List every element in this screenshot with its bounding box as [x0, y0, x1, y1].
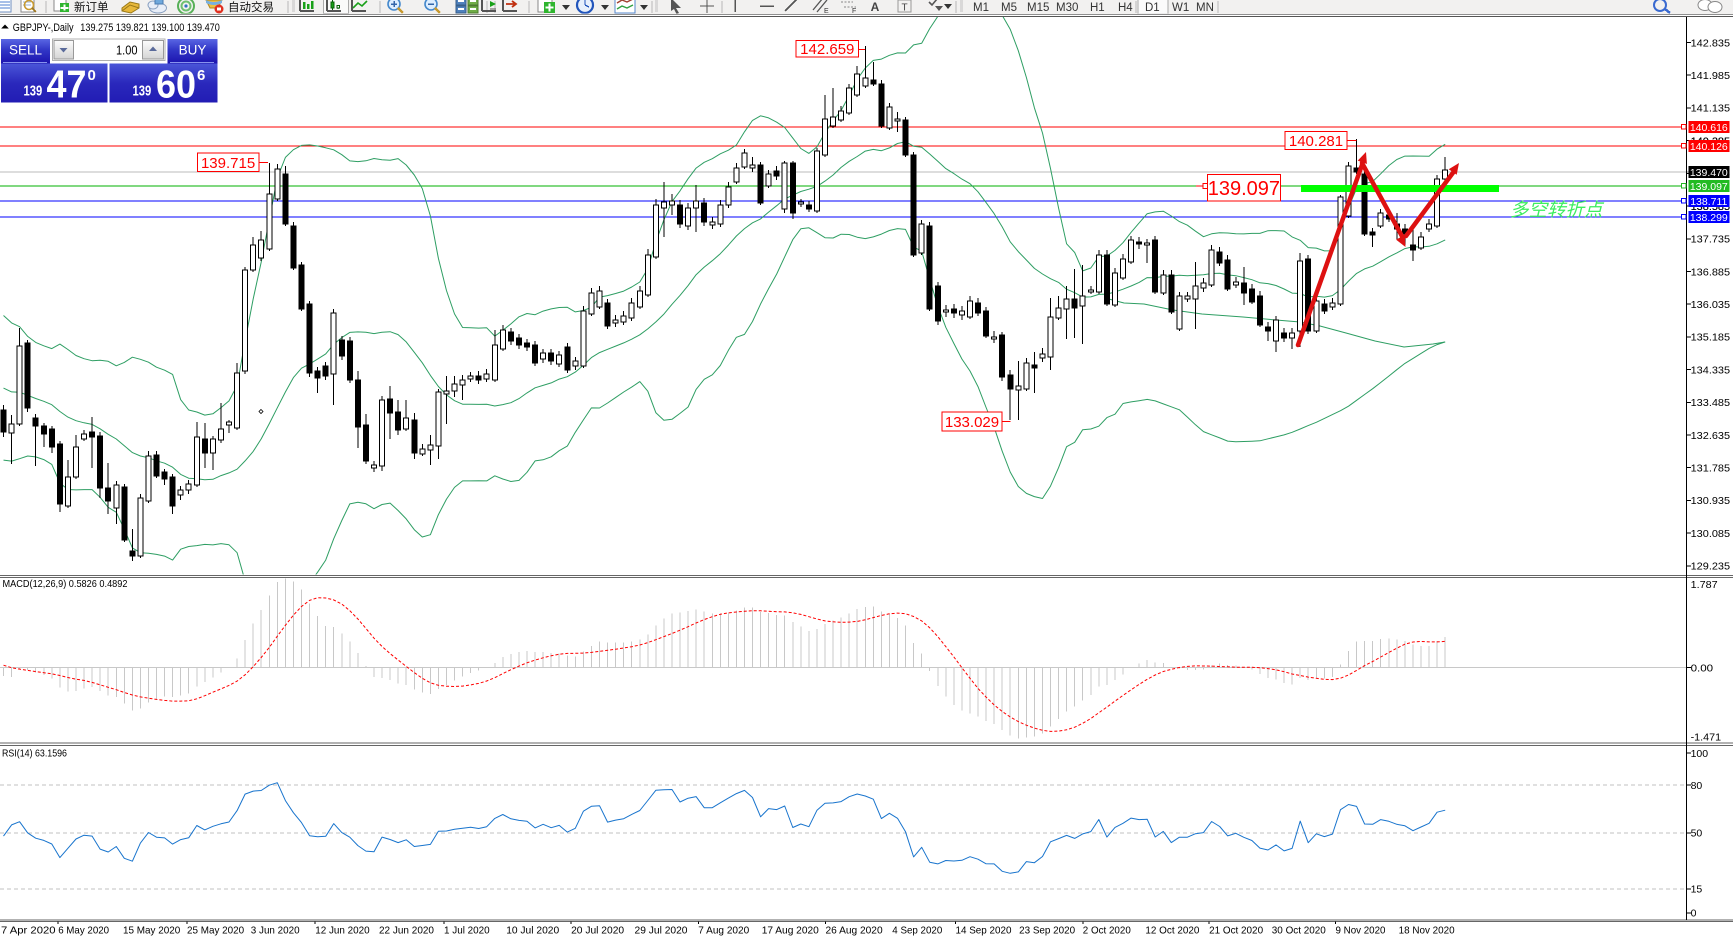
svg-text:W1: W1 [1172, 2, 1189, 14]
svg-text:3 Jun 2020: 3 Jun 2020 [251, 925, 300, 937]
svg-text:21 Oct 2020: 21 Oct 2020 [1209, 925, 1263, 937]
svg-text:20 Jul 2020: 20 Jul 2020 [571, 925, 624, 937]
svg-text:自动交易: 自动交易 [228, 0, 274, 14]
svg-text:12 Oct 2020: 12 Oct 2020 [1145, 925, 1199, 937]
svg-text:133.029: 133.029 [945, 414, 999, 431]
svg-text:6: 6 [197, 67, 205, 84]
svg-text:100: 100 [1691, 748, 1709, 760]
svg-text:1 Jul 2020: 1 Jul 2020 [444, 925, 490, 937]
svg-text:0: 0 [1691, 908, 1697, 920]
svg-text:4 Sep 2020: 4 Sep 2020 [892, 925, 942, 937]
svg-text:SELL: SELL [9, 43, 43, 58]
svg-text:139: 139 [24, 83, 43, 100]
svg-text:130.085: 130.085 [1691, 528, 1731, 540]
svg-text:7 Apr 2020: 7 Apr 2020 [1, 925, 56, 937]
svg-text:136.035: 136.035 [1691, 299, 1731, 311]
svg-text:1.787: 1.787 [1691, 579, 1718, 591]
svg-text:多空转折点: 多空转折点 [1510, 199, 1605, 220]
svg-text:137.735: 137.735 [1691, 234, 1731, 246]
svg-text:D1: D1 [1145, 2, 1160, 14]
svg-text:140.126: 140.126 [1690, 141, 1728, 153]
svg-text:142.659: 142.659 [800, 41, 854, 58]
svg-text:17 Aug 2020: 17 Aug 2020 [762, 925, 819, 937]
svg-text:H4: H4 [1118, 2, 1133, 14]
svg-text:-1.471: -1.471 [1691, 732, 1722, 744]
svg-text:30 Oct 2020: 30 Oct 2020 [1272, 925, 1326, 937]
svg-text:140.616: 140.616 [1690, 122, 1728, 134]
svg-text:129.235: 129.235 [1691, 561, 1731, 573]
svg-text:29 Jul 2020: 29 Jul 2020 [635, 925, 688, 937]
svg-text:18 Nov 2020: 18 Nov 2020 [1399, 925, 1455, 937]
svg-text:47: 47 [47, 64, 87, 107]
svg-text:22 Jun 2020: 22 Jun 2020 [379, 925, 434, 937]
svg-text:0: 0 [88, 67, 96, 84]
svg-text:MACD(12,26,9) 0.5826 0.4892: MACD(12,26,9) 0.5826 0.4892 [3, 578, 128, 590]
svg-text:60: 60 [156, 64, 196, 107]
svg-text:141.135: 141.135 [1691, 103, 1731, 115]
svg-text:139.097: 139.097 [1208, 178, 1280, 200]
svg-text:M1: M1 [973, 2, 989, 14]
svg-text:M15: M15 [1027, 2, 1049, 14]
svg-text:140.281: 140.281 [1289, 133, 1343, 150]
svg-text:BUY: BUY [179, 43, 207, 58]
svg-text:138.299: 138.299 [1690, 212, 1728, 224]
svg-text:RSI(14) 63.1596: RSI(14) 63.1596 [2, 748, 67, 760]
svg-text:139.097: 139.097 [1690, 181, 1728, 193]
svg-text:139.275 139.821 139.100 139.47: 139.275 139.821 139.100 139.470 [80, 22, 220, 34]
svg-text:M5: M5 [1001, 2, 1017, 14]
svg-text:139.715: 139.715 [201, 155, 255, 172]
svg-text:1.00: 1.00 [116, 44, 138, 58]
svg-text:14 Sep 2020: 14 Sep 2020 [956, 925, 1012, 937]
svg-text:E: E [824, 8, 829, 15]
svg-text:GBPJPY-,Daily: GBPJPY-,Daily [13, 22, 74, 34]
svg-text:T: T [901, 3, 907, 14]
svg-text:141.985: 141.985 [1691, 70, 1731, 82]
svg-text:6 May 2020: 6 May 2020 [58, 925, 109, 937]
svg-text:132.635: 132.635 [1691, 430, 1731, 442]
svg-text:139: 139 [133, 83, 152, 100]
svg-text:7 Aug 2020: 7 Aug 2020 [698, 925, 749, 937]
svg-text:133.485: 133.485 [1691, 397, 1731, 409]
svg-text:23 Sep 2020: 23 Sep 2020 [1019, 925, 1075, 937]
svg-text:15 May 2020: 15 May 2020 [123, 925, 180, 937]
svg-text:131.785: 131.785 [1691, 463, 1731, 475]
svg-text:H1: H1 [1090, 2, 1105, 14]
svg-text:9 Nov 2020: 9 Nov 2020 [1336, 925, 1386, 937]
svg-text:MN: MN [1196, 2, 1214, 14]
svg-text:138.711: 138.711 [1690, 196, 1727, 208]
svg-text:M30: M30 [1056, 2, 1078, 14]
svg-text:26 Aug 2020: 26 Aug 2020 [826, 925, 883, 937]
svg-text:136.885: 136.885 [1691, 266, 1731, 278]
svg-text:139.470: 139.470 [1690, 167, 1728, 179]
svg-text:12 Jun 2020: 12 Jun 2020 [315, 925, 370, 937]
svg-text:142.835: 142.835 [1691, 37, 1731, 49]
svg-text:25 May 2020: 25 May 2020 [187, 925, 244, 937]
svg-text:130.935: 130.935 [1691, 495, 1731, 507]
svg-text:134.335: 134.335 [1691, 364, 1731, 376]
svg-text:50: 50 [1691, 828, 1703, 840]
svg-text:新订单: 新订单 [74, 0, 109, 14]
svg-text:F: F [852, 8, 856, 15]
svg-text:80: 80 [1691, 780, 1703, 792]
svg-text:15: 15 [1691, 884, 1703, 896]
svg-text:0.00: 0.00 [1691, 663, 1714, 675]
svg-text:2 Oct 2020: 2 Oct 2020 [1083, 925, 1131, 937]
svg-text:10 Jul 2020: 10 Jul 2020 [506, 925, 559, 937]
svg-text:135.185: 135.185 [1691, 332, 1731, 344]
svg-text:A: A [871, 0, 880, 14]
